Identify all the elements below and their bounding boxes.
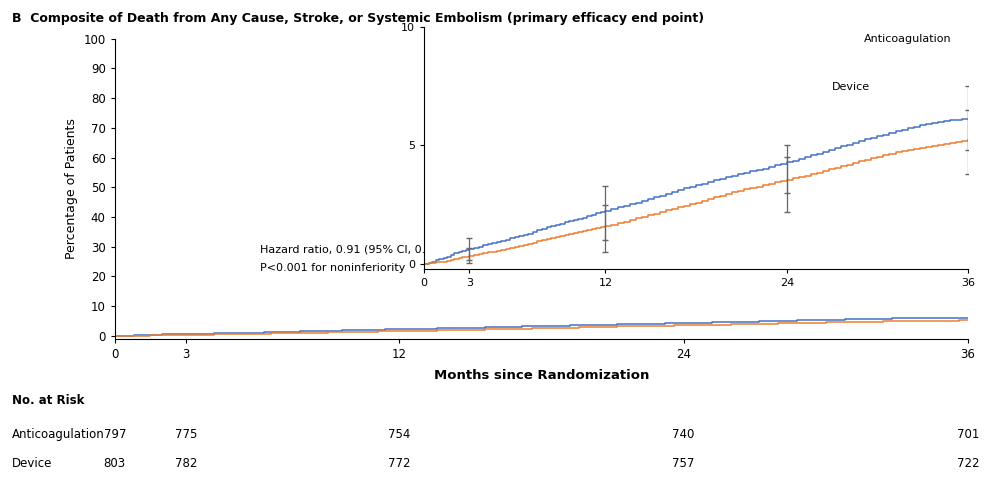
Text: B  Composite of Death from Any Cause, Stroke, or Systemic Embolism (primary effi: B Composite of Death from Any Cause, Str… bbox=[12, 12, 705, 25]
Text: 754: 754 bbox=[388, 428, 410, 441]
Text: Device: Device bbox=[12, 457, 52, 470]
Text: Anticoagulation: Anticoagulation bbox=[12, 428, 105, 441]
Text: 775: 775 bbox=[175, 428, 197, 441]
Text: Hazard ratio, 0.91 (95% CI, 0.59–1.39; one-sided 97.5% upper confidence limit, 1: Hazard ratio, 0.91 (95% CI, 0.59–1.39; o… bbox=[259, 245, 729, 255]
Text: No. at Risk: No. at Risk bbox=[12, 394, 85, 408]
Text: P<0.001 for noninferiority: P<0.001 for noninferiority bbox=[259, 263, 405, 273]
Text: 782: 782 bbox=[175, 457, 197, 470]
Text: 757: 757 bbox=[673, 457, 695, 470]
Text: 701: 701 bbox=[957, 428, 979, 441]
Y-axis label: Percentage of Patients: Percentage of Patients bbox=[65, 118, 78, 259]
Text: 803: 803 bbox=[104, 457, 126, 470]
Text: Anticoagulation: Anticoagulation bbox=[864, 34, 952, 44]
Text: 722: 722 bbox=[957, 457, 979, 470]
Text: Device: Device bbox=[832, 82, 870, 92]
Text: 740: 740 bbox=[673, 428, 695, 441]
Text: 797: 797 bbox=[104, 428, 126, 441]
X-axis label: Months since Randomization: Months since Randomization bbox=[434, 369, 649, 382]
Text: 772: 772 bbox=[388, 457, 410, 470]
